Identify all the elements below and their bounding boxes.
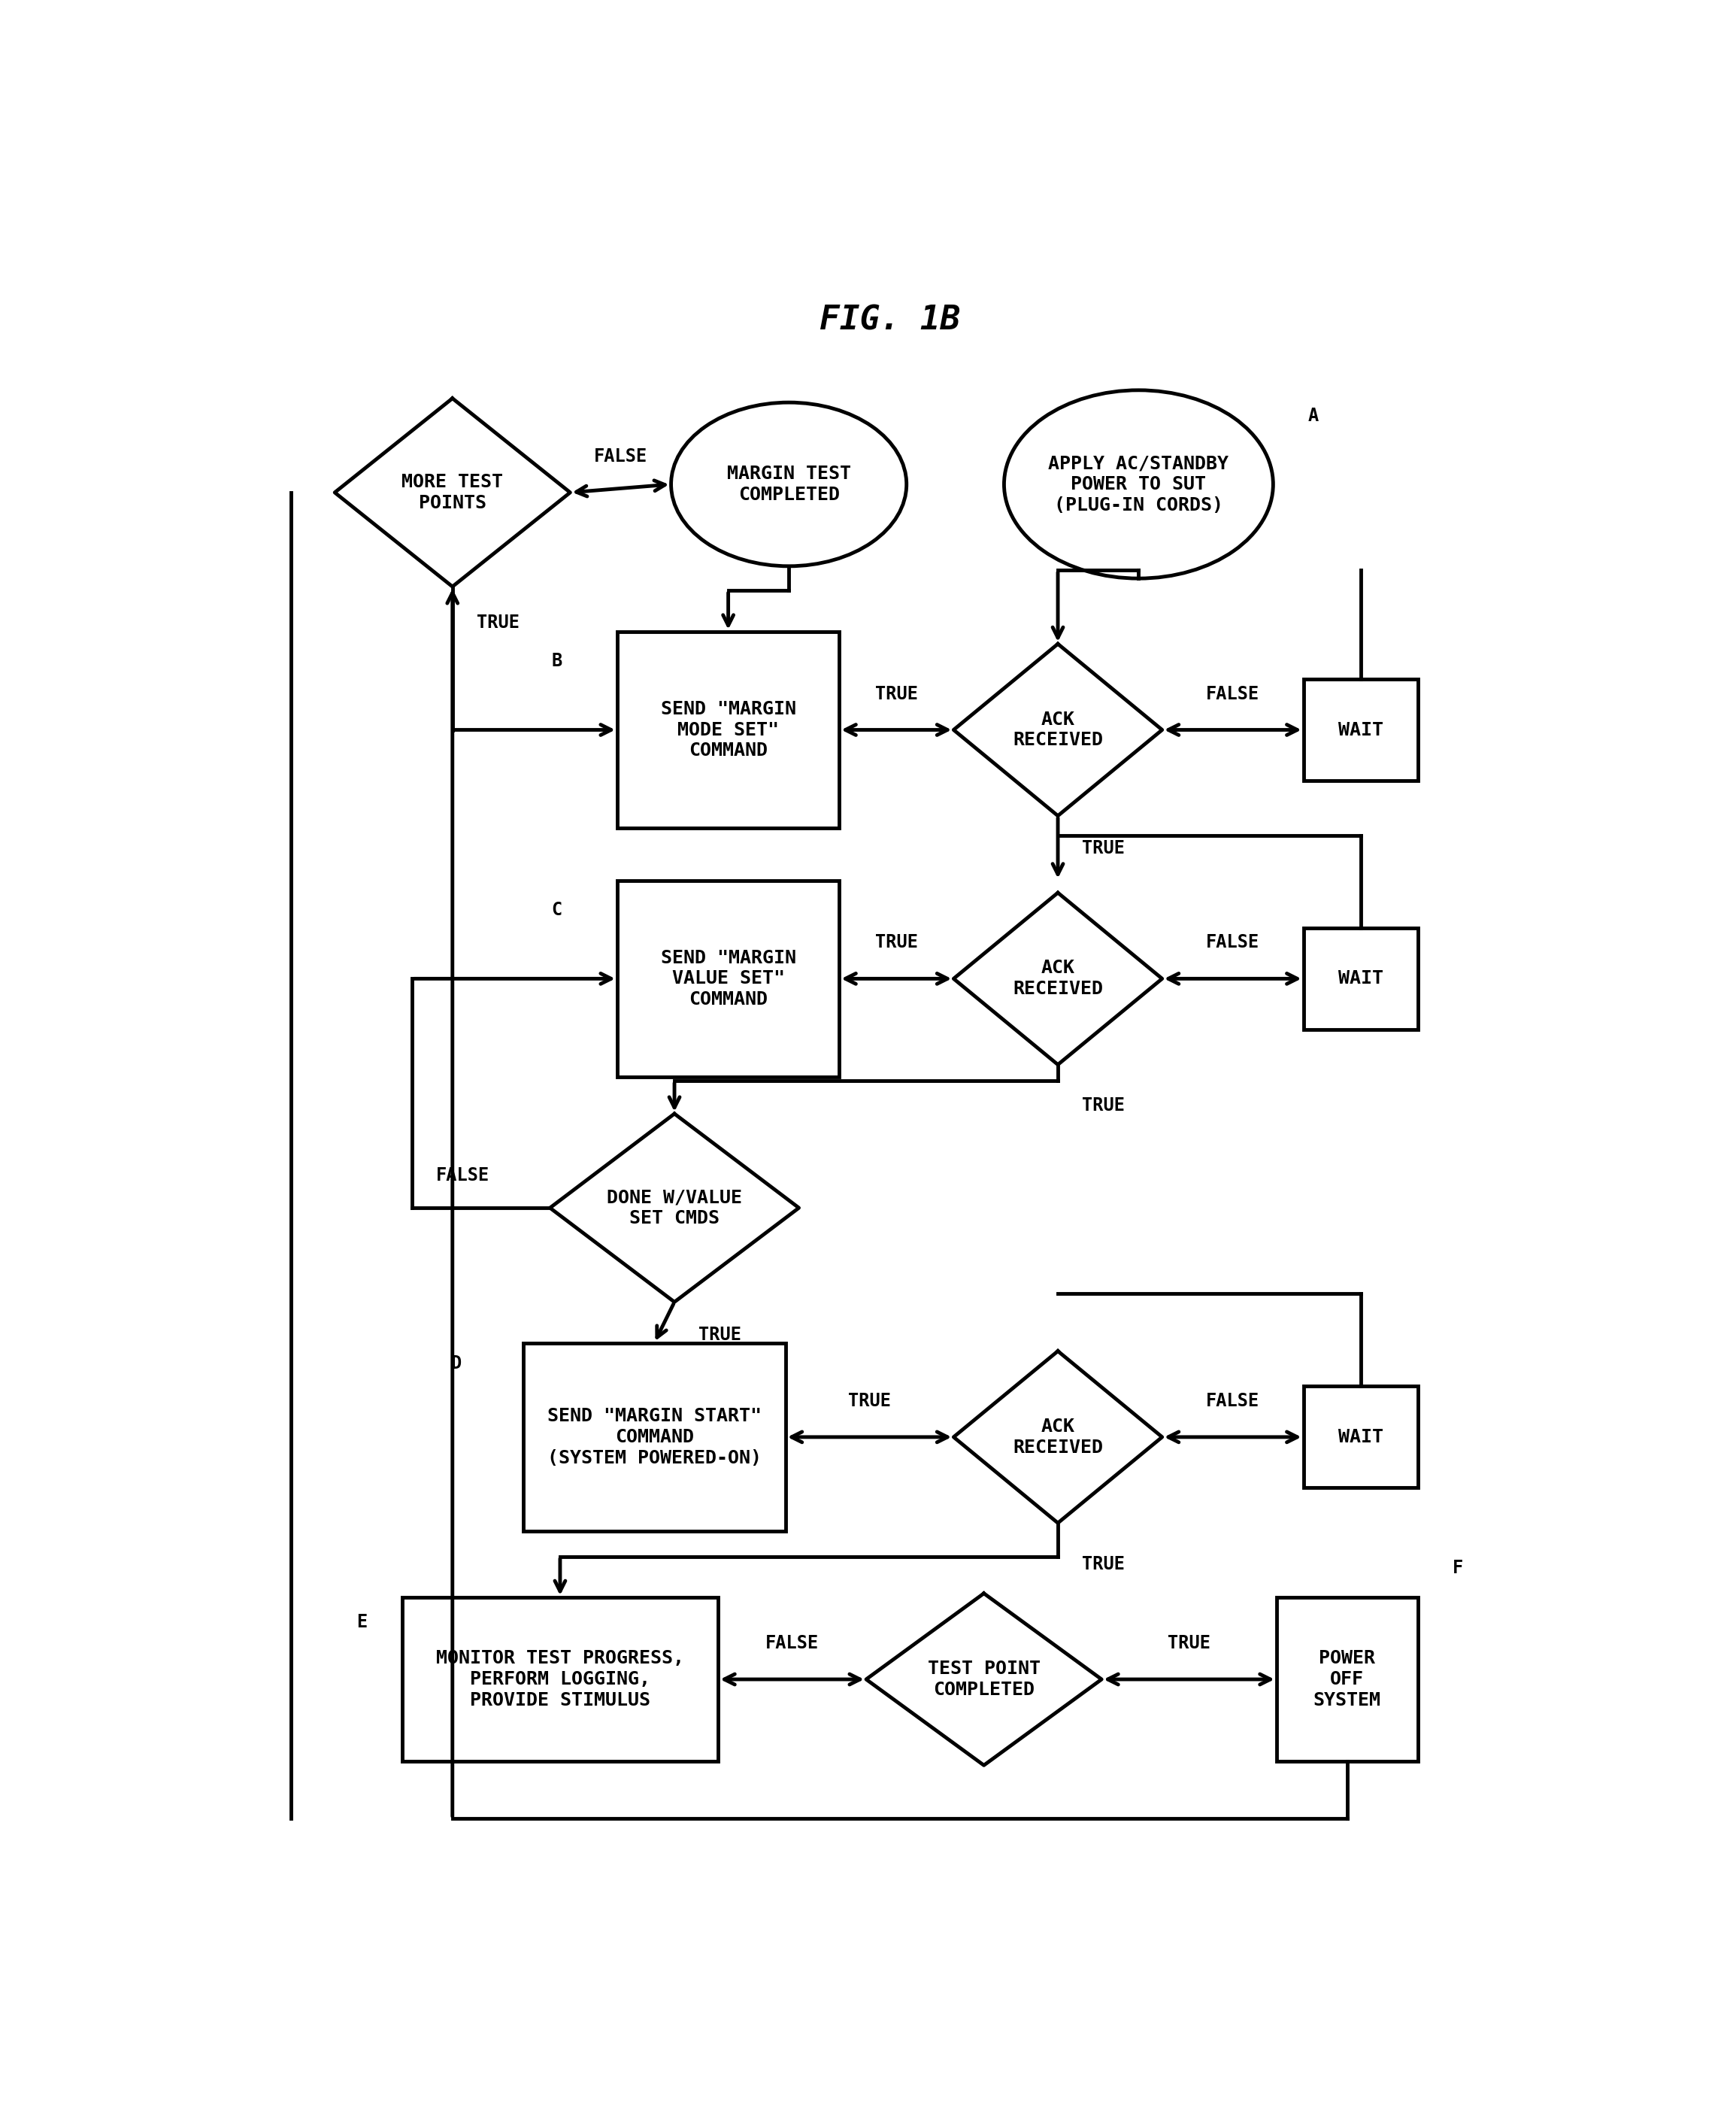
Polygon shape (866, 1592, 1102, 1765)
Text: C: C (552, 901, 562, 918)
Text: B: B (552, 653, 562, 670)
Text: ACK
RECEIVED: ACK RECEIVED (1012, 959, 1102, 999)
Text: E: E (356, 1614, 366, 1631)
Text: APPLY AC/STANDBY
POWER TO SUT
(PLUG-IN CORDS): APPLY AC/STANDBY POWER TO SUT (PLUG-IN C… (1049, 455, 1229, 514)
Text: POWER
OFF
SYSTEM: POWER OFF SYSTEM (1314, 1650, 1380, 1709)
Text: SEND "MARGIN START"
COMMAND
(SYSTEM POWERED-ON): SEND "MARGIN START" COMMAND (SYSTEM POWE… (547, 1407, 762, 1467)
Text: FALSE: FALSE (436, 1165, 490, 1184)
Polygon shape (953, 1352, 1161, 1522)
FancyBboxPatch shape (1276, 1597, 1418, 1760)
Polygon shape (335, 398, 569, 587)
Text: TRUE: TRUE (849, 1393, 891, 1410)
Text: DONE W/VALUE
SET CMDS: DONE W/VALUE SET CMDS (608, 1188, 741, 1227)
Text: TRUE: TRUE (477, 614, 519, 631)
Text: ACK
RECEIVED: ACK RECEIVED (1012, 1418, 1102, 1456)
Text: TRUE: TRUE (1082, 1554, 1125, 1573)
Text: WAIT: WAIT (1338, 1429, 1384, 1446)
Text: TRUE: TRUE (698, 1327, 741, 1344)
Text: TRUE: TRUE (1082, 1097, 1125, 1114)
Text: TRUE: TRUE (875, 933, 918, 952)
Text: A: A (1309, 406, 1319, 425)
Text: MARGIN TEST
COMPLETED: MARGIN TEST COMPLETED (727, 466, 851, 504)
Polygon shape (550, 1114, 799, 1301)
Polygon shape (953, 644, 1161, 816)
Ellipse shape (672, 402, 906, 566)
FancyBboxPatch shape (618, 880, 838, 1078)
Text: FIG. 1B: FIG. 1B (819, 304, 960, 336)
FancyBboxPatch shape (1304, 1386, 1418, 1488)
Text: TRUE: TRUE (1082, 840, 1125, 857)
Text: MONITOR TEST PROGRESS,
PERFORM LOGGING,
PROVIDE STIMULUS: MONITOR TEST PROGRESS, PERFORM LOGGING, … (436, 1650, 684, 1709)
Text: F: F (1453, 1558, 1463, 1577)
Text: FALSE: FALSE (1207, 933, 1260, 952)
Text: TRUE: TRUE (1168, 1635, 1210, 1652)
Text: FALSE: FALSE (1207, 685, 1260, 704)
Text: FALSE: FALSE (766, 1635, 819, 1652)
Ellipse shape (1003, 391, 1272, 578)
FancyBboxPatch shape (618, 631, 838, 827)
Text: FALSE: FALSE (594, 446, 648, 466)
Text: D: D (450, 1354, 462, 1373)
Polygon shape (953, 893, 1161, 1065)
Text: TEST POINT
COMPLETED: TEST POINT COMPLETED (927, 1660, 1040, 1699)
Text: FALSE: FALSE (1207, 1393, 1260, 1410)
Text: WAIT: WAIT (1338, 721, 1384, 740)
FancyBboxPatch shape (403, 1597, 719, 1760)
Text: ACK
RECEIVED: ACK RECEIVED (1012, 710, 1102, 748)
FancyBboxPatch shape (1304, 678, 1418, 780)
FancyBboxPatch shape (523, 1344, 785, 1531)
Text: SEND "MARGIN
MODE SET"
COMMAND: SEND "MARGIN MODE SET" COMMAND (661, 699, 795, 759)
Text: WAIT: WAIT (1338, 969, 1384, 989)
FancyBboxPatch shape (1304, 927, 1418, 1029)
Text: TRUE: TRUE (875, 685, 918, 704)
Text: SEND "MARGIN
VALUE SET"
COMMAND: SEND "MARGIN VALUE SET" COMMAND (661, 948, 795, 1008)
Text: MORE TEST
POINTS: MORE TEST POINTS (401, 472, 503, 512)
